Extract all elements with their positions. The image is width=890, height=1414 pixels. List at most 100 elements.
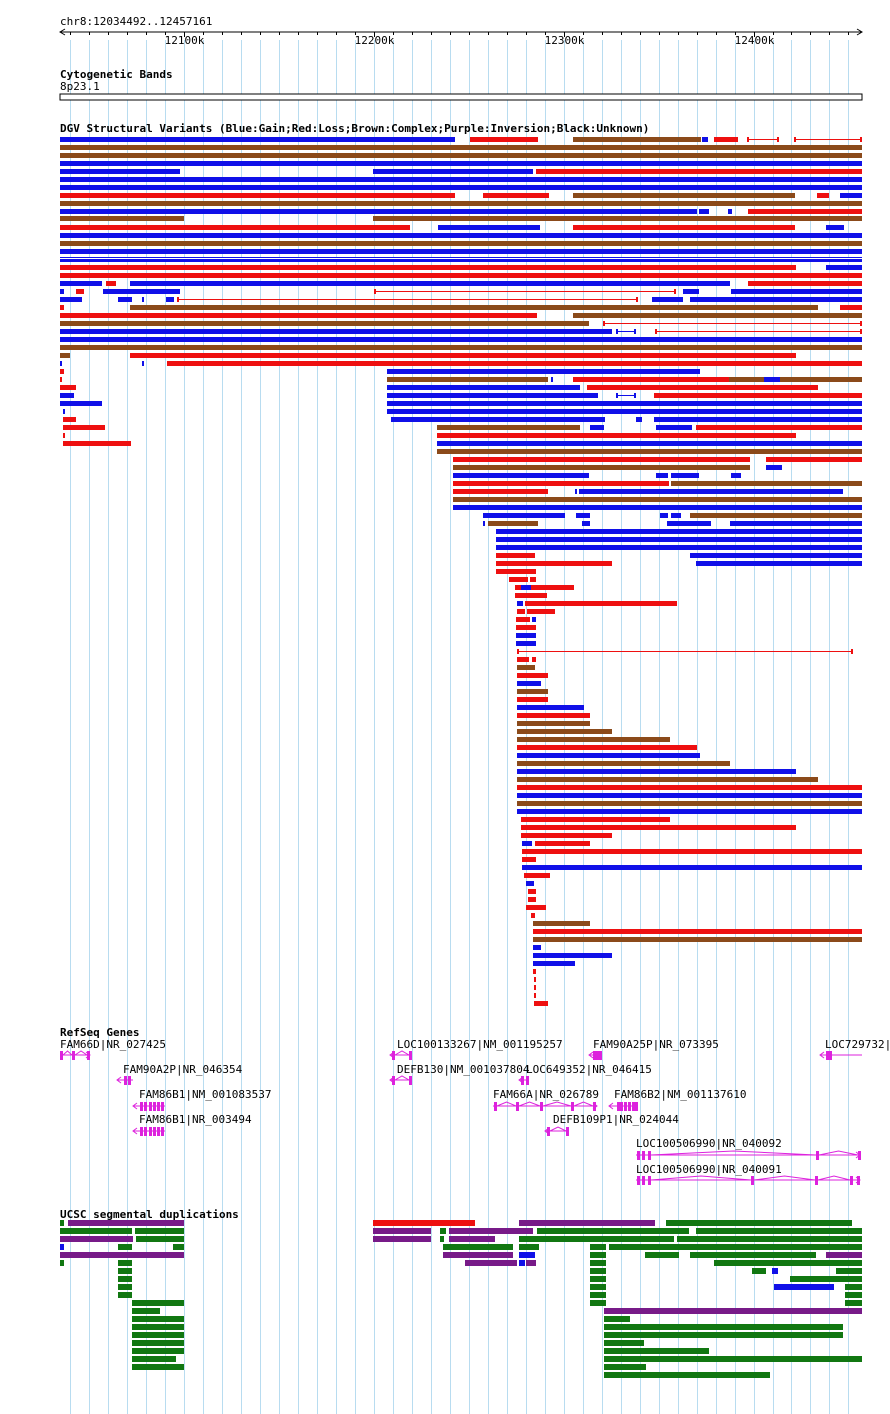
sv-feature [60,209,697,214]
gene-exon [392,1051,395,1060]
segdup-block [604,1372,770,1378]
sv-feature [533,929,862,934]
gene-strand-arrow [389,1076,395,1084]
cytoband-bar [59,93,863,101]
ruler-tick-label: 12400k [735,34,775,47]
gene-exon [494,1102,497,1111]
segdup-block [519,1252,535,1258]
gene-model [608,1102,638,1111]
sv-feature [516,625,536,630]
sv-feature [517,769,796,774]
sv-feature [515,585,574,590]
segdup-block [132,1348,184,1354]
sv-feature [60,337,862,342]
gene-model [518,1076,529,1085]
segdup-block [135,1228,184,1234]
gene-label: FAM66D|NR_027425 [60,1038,166,1051]
gene-model [132,1127,165,1136]
sv-feature [696,425,862,430]
segdup-block [590,1300,606,1306]
sv-feature [63,417,76,422]
segdup-block [537,1228,689,1234]
sv-feature [690,513,862,518]
dgv-track-title: DGV Structural Variants (Blue:Gain;Red:L… [60,122,649,135]
gene-exon [826,1051,829,1060]
gene-exon [153,1102,156,1111]
sv-feature [671,473,699,478]
sv-feature [453,505,862,510]
sv-feature [166,297,174,302]
sv-feature [517,777,818,782]
sv-feature [453,481,669,486]
sv-feature [60,177,862,182]
sv-feature [521,825,796,830]
sv-feature-end [674,289,676,294]
gene-exon [144,1127,147,1136]
sv-feature [534,993,536,998]
sv-feature [517,681,541,686]
sv-feature [517,721,590,726]
gene-exon [642,1176,645,1185]
segdup-block [60,1260,64,1266]
sv-feature [525,601,677,606]
cytoband-track-title: Cytogenetic Bands [60,68,173,81]
sv-feature [483,521,485,526]
sv-feature [387,377,548,382]
sv-feature [387,385,580,390]
sv-feature [517,673,548,678]
segdup-block [645,1252,679,1258]
sv-feature [63,441,131,446]
gene-label: DEFB130|NM_001037804 [397,1063,530,1076]
segdup-block [845,1300,862,1306]
gene-strand-arrow [85,1051,91,1059]
sv-feature [60,161,862,166]
cytoband-track: Cytogenetic Bands 8p23.1 [59,68,863,101]
sv-feature [437,441,862,446]
sv-feature [453,457,750,462]
gene-label: FAM66A|NR_026789 [493,1088,599,1101]
gene-exon [124,1076,127,1085]
sv-feature [453,489,548,494]
segdup-block [373,1228,431,1234]
gene-exon [149,1127,152,1136]
sv-feature [748,281,862,286]
segdup-block [772,1268,778,1274]
gene-exon [648,1151,651,1160]
segdup-block [118,1292,132,1298]
sv-feature-end [860,329,862,334]
sv-feature [521,817,670,822]
sv-feature [517,785,862,790]
segdup-block [132,1364,184,1370]
sv-feature-end [636,297,638,302]
sv-feature [517,793,862,798]
sv-feature [526,905,546,910]
sv-feature [690,553,862,558]
gene-intron-chevron [818,1150,859,1156]
sv-feature [533,969,536,974]
segdup-block [790,1276,862,1282]
dgv-features [60,137,862,1006]
segdup-block [696,1228,862,1234]
sv-feature [373,169,533,174]
gene-exon [648,1176,651,1185]
segdup-block [519,1260,525,1266]
sv-feature [60,137,455,142]
gene-exon [153,1127,156,1136]
segdup-block [690,1252,816,1258]
gene-label: LOC100506990|NR_040092 [636,1137,782,1150]
sv-feature-end [860,321,862,326]
sv-feature [60,281,102,286]
sv-feature [840,193,862,198]
gene-intron-chevron [573,1101,594,1107]
sv-feature [731,289,862,294]
segdup-block [68,1220,184,1226]
segdup-block [774,1284,834,1290]
gene-model [819,1051,862,1060]
sv-feature [573,137,701,142]
sv-feature [483,513,565,518]
sv-feature [573,313,862,318]
sv-feature-end [634,329,636,334]
sv-feature [63,409,65,414]
ruler-arrows [59,28,863,36]
sv-feature-end [616,393,618,398]
